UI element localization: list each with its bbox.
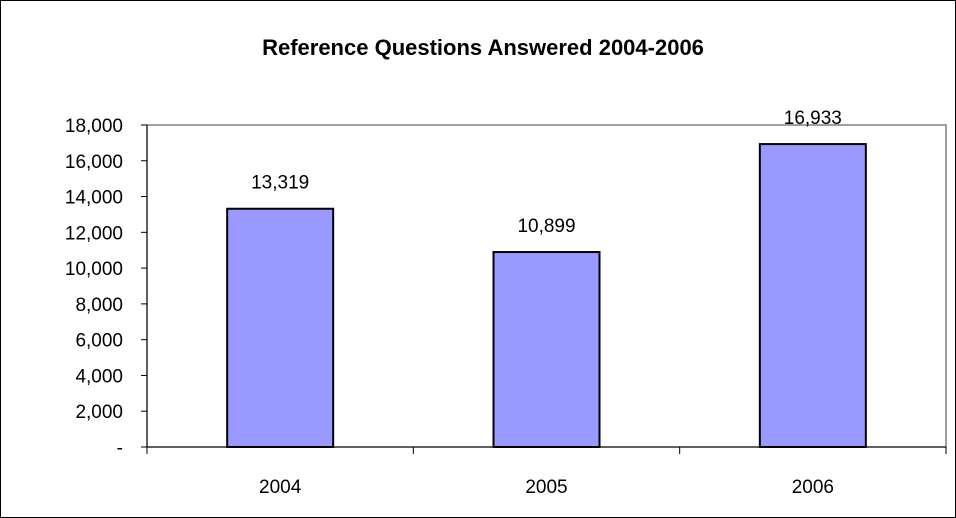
data-label-2005: 10,899 (517, 216, 575, 237)
bar-2006 (758, 143, 867, 449)
y-tick-label: 4,000 (75, 366, 123, 387)
y-tick-label: 14,000 (65, 188, 123, 209)
data-label-2004: 13,319 (251, 173, 309, 194)
x-tick-label-2005: 2005 (525, 477, 567, 498)
data-label-2006: 16,933 (784, 108, 842, 129)
chart-title: Reference Questions Answered 2004-2006 (262, 35, 704, 60)
y-tick-label: 18,000 (65, 116, 123, 137)
y-tick-label: - (117, 438, 123, 459)
x-tick-label-2006: 2006 (792, 477, 834, 498)
y-tick-label: 8,000 (75, 295, 123, 316)
bar-2004 (226, 207, 335, 448)
y-tick-label: 10,000 (65, 259, 123, 280)
y-tick-label: 12,000 (65, 223, 123, 244)
bar-2005 (492, 251, 601, 448)
y-tick-label: 16,000 (65, 152, 123, 173)
plot-area: - 2,000 4,000 6,000 8,000 10,000 12,000 14,000 1… (65, 108, 947, 498)
x-tick-label-2004: 2004 (259, 477, 302, 498)
y-tick-label: 6,000 (75, 331, 123, 352)
y-tick-label: 2,000 (75, 402, 123, 423)
